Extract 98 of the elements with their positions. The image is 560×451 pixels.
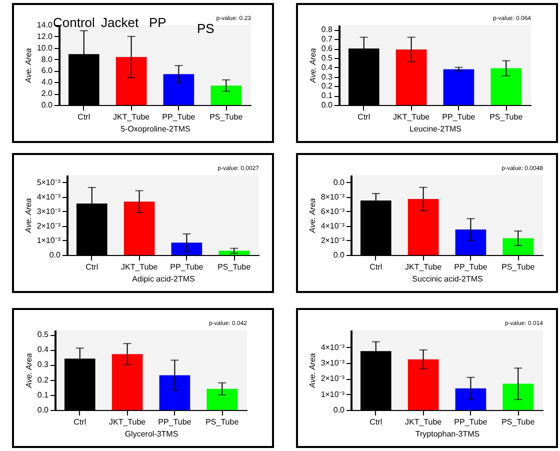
y-axis-title: Ave. Area <box>24 198 33 234</box>
y-tick-label: 0.0 <box>49 250 62 260</box>
x-tick-label: PP_Tube <box>158 418 192 426</box>
bar <box>455 388 486 410</box>
bar <box>490 68 522 105</box>
y-tick-label: 4×10⁻³ <box>320 221 345 230</box>
annotation: Control <box>53 15 96 30</box>
y-tick-label: 0.0 <box>333 178 346 187</box>
bar <box>171 242 202 255</box>
y-tick-label: 1×10⁻³ <box>36 236 61 245</box>
y-tick-label: 0.6 <box>321 44 334 54</box>
x-tick-label: Ctrl <box>358 112 370 122</box>
x-tick-label: JKT_Tube <box>112 112 150 122</box>
y-tick-label: 14.0 <box>36 20 54 30</box>
bar <box>443 69 474 105</box>
y-tick-label: 2.0 <box>41 89 54 98</box>
annotation: PP <box>149 15 166 30</box>
bar <box>396 49 427 105</box>
x-tick-label: PP_Tube <box>170 262 204 272</box>
x-tick-label: Ctrl <box>74 418 86 426</box>
y-tick-label: 0.4 <box>321 62 334 72</box>
y-tick-label: 0.5 <box>37 330 50 340</box>
y-tick-label: 0.0 <box>321 100 334 110</box>
y-axis-title: Ave. Area <box>308 352 317 389</box>
x-tick-label: PS_Tube <box>490 112 524 122</box>
x-tick-label: JKT_Tube <box>120 262 158 272</box>
bar <box>455 230 486 255</box>
x-tick-label: PP_Tube <box>454 418 488 426</box>
bar <box>112 354 143 410</box>
y-tick-label: 0.2 <box>321 82 334 91</box>
y-tick-label: 3×10⁻³ <box>36 206 61 216</box>
bar <box>408 359 439 410</box>
bar <box>408 199 439 255</box>
y-tick-label: 0.1 <box>321 91 334 100</box>
x-tick-label: PS_Tube <box>502 418 536 426</box>
x-tick-label: PS_Tube <box>206 418 240 426</box>
y-tick-label: 4.0 <box>41 78 54 87</box>
x-tick-label: PP_Tube <box>454 262 488 272</box>
y-tick-label: 8.0 <box>41 54 54 64</box>
y-tick-label: 0.2 <box>37 375 50 384</box>
x-tick-label: PS_Tube <box>210 112 244 122</box>
bar <box>502 384 534 410</box>
y-axis-title: Ave. Area <box>308 198 317 234</box>
x-tick-label: PS_Tube <box>218 262 252 272</box>
y-tick-label: 5×10⁻³ <box>36 178 61 187</box>
y-tick-label: 8×10⁻³ <box>320 192 345 202</box>
x-tick-label: Ctrl <box>86 262 98 272</box>
y-tick-label: 0.3 <box>37 360 50 370</box>
y-tick-label: 0.5 <box>321 53 334 62</box>
bar <box>210 86 242 105</box>
x-axis-title: Leucine-2TMS <box>409 124 462 134</box>
bar <box>502 238 534 255</box>
y-tick-label: 4×10⁻³ <box>320 342 345 352</box>
x-tick-label: JKT_Tube <box>404 418 442 426</box>
y-tick-label: 6×10⁻³ <box>320 206 345 216</box>
y-tick-label: 0.7 <box>321 34 334 44</box>
y-axis-title: Ave. Area <box>308 48 318 84</box>
y-tick-label: 0.4 <box>37 345 50 354</box>
bar <box>124 202 155 255</box>
y-axis-title: Ave. Area <box>24 352 34 389</box>
bar <box>206 388 238 410</box>
y-tick-label: 6.0 <box>41 66 54 76</box>
x-tick-label: PP_Tube <box>162 112 196 122</box>
bar <box>159 375 190 410</box>
x-axis-title: 5-Oxoproline-2TMS <box>120 124 190 134</box>
y-tick-label: 0.8 <box>321 25 334 34</box>
x-axis-title: Succinic acid-2TMS <box>412 274 483 284</box>
y-tick-label: 0.1 <box>37 390 50 400</box>
annotation: PS <box>197 21 215 36</box>
bar <box>218 250 250 255</box>
y-tick-label: 0.3 <box>321 72 334 82</box>
y-axis-title: Ave. Area <box>24 48 33 84</box>
x-tick-label: Ctrl <box>370 262 382 272</box>
y-tick-label: 4×10⁻³ <box>36 192 61 202</box>
y-tick-label: 2×10⁻³ <box>320 236 345 245</box>
y-tick-label: 0.0 <box>333 250 346 260</box>
y-tick-label: 0.0 <box>41 100 54 110</box>
y-tick-label: 2×10⁻³ <box>320 374 345 384</box>
x-axis-title: Tryptophan-3TMS <box>415 430 480 438</box>
x-tick-label: JKT_Tube <box>392 112 430 122</box>
x-tick-label: Ctrl <box>370 418 382 426</box>
x-axis-title: Glycerol-3TMS <box>124 430 178 438</box>
y-tick-label: 10.0 <box>36 43 54 52</box>
x-axis-title: Adipic acid-2TMS <box>132 274 195 284</box>
y-tick-label: 3×10⁻³ <box>320 358 345 368</box>
x-tick-label: JKT_Tube <box>404 262 442 272</box>
bar <box>116 57 147 105</box>
x-tick-label: PP_Tube <box>442 112 476 122</box>
x-tick-label: JKT_Tube <box>108 418 146 426</box>
x-tick-label: Ctrl <box>78 112 90 122</box>
bar <box>163 74 194 105</box>
annotation: Jacket <box>101 15 139 30</box>
y-tick-label: 12.0 <box>36 32 54 41</box>
y-tick-label: 0.0 <box>333 406 346 414</box>
x-tick-label: PS_Tube <box>502 262 536 272</box>
y-tick-label: 0.0 <box>37 406 50 414</box>
y-tick-label: 2×10⁻³ <box>36 221 61 230</box>
y-tick-label: 1×10⁻³ <box>320 390 345 399</box>
